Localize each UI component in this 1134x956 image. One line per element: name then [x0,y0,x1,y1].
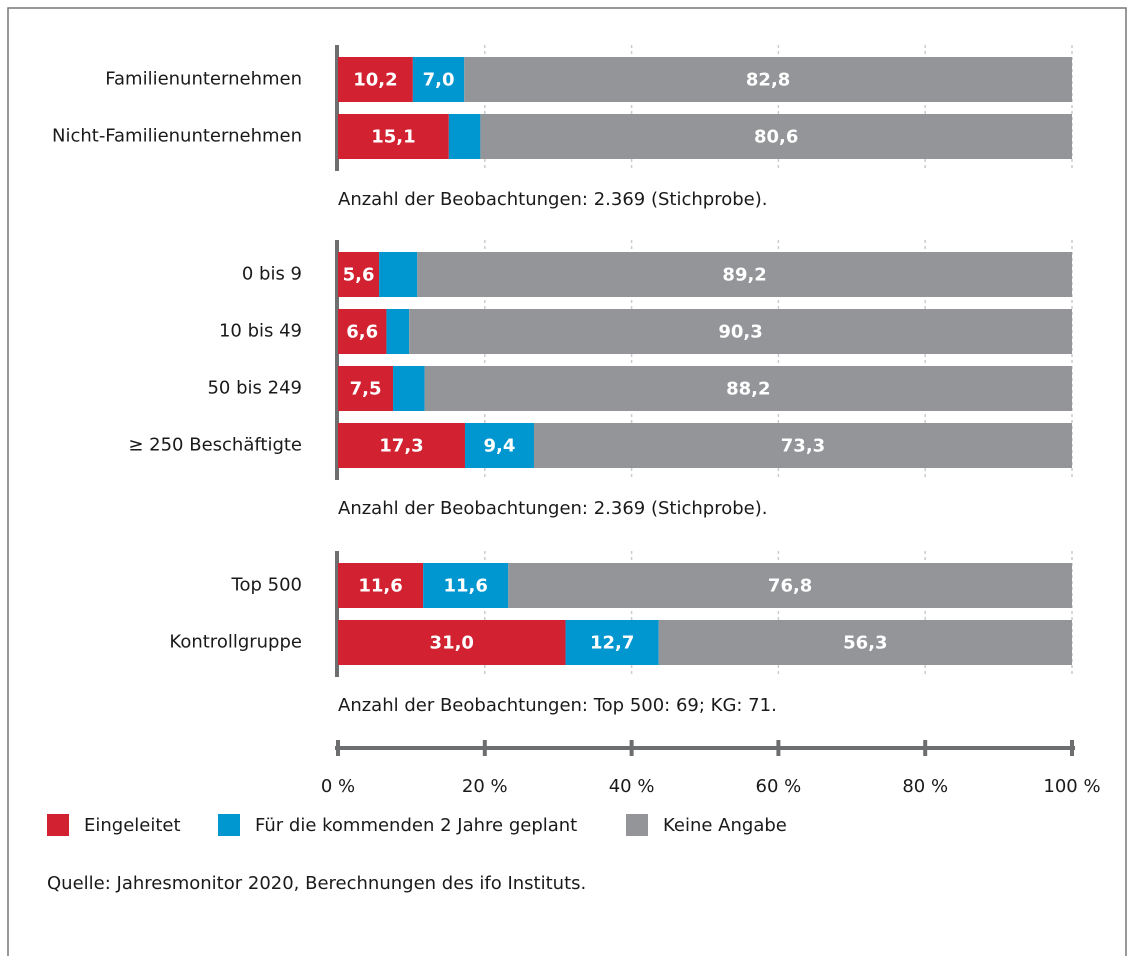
category-label: Kontrollgruppe [169,632,302,653]
bar-segment [338,114,449,159]
value-label: 15,1 [371,127,415,148]
bar-segment [412,57,465,102]
bar-segment [379,252,418,297]
category-label: Nicht-Familienunternehmen [52,126,302,147]
x-tick-label: 20 % [462,776,508,797]
category-label: 0 bis 9 [242,264,302,285]
value-label: 82,8 [746,70,790,91]
legend-label: Keine Angabe [663,815,787,836]
x-tick-label: 0 % [321,776,355,797]
value-label: 9,4 [484,436,516,457]
bar-segment [338,309,387,354]
value-label: 12,7 [590,633,634,654]
value-label: 17,3 [379,436,423,457]
category-label: Familienunternehmen [105,69,302,90]
value-label: 7,5 [350,379,382,400]
value-label: 5,6 [343,265,375,286]
bar-segment [423,563,509,608]
bar-segment [338,620,566,665]
bar-segment [565,620,659,665]
bar-segment [480,114,1072,159]
bar-segment [393,366,425,411]
category-label: ≥ 250 Beschäftigte [128,435,302,456]
panel-note: Anzahl der Beobachtungen: 2.369 (Stichpr… [338,498,767,519]
value-label: 11,6 [444,576,488,597]
category-label: 50 bis 249 [207,378,302,399]
bar-segment [338,563,424,608]
value-label: 10,2 [353,70,397,91]
bar-segment [448,114,481,159]
x-tick-label: 60 % [756,776,802,797]
category-label: Top 500 [231,575,302,596]
value-label: 76,8 [768,576,812,597]
value-label: 6,6 [346,322,378,343]
bar-segment [658,620,1072,665]
value-label: 7,0 [423,70,455,91]
bar-segment [424,366,1072,411]
panel-note: Anzahl der Beobachtungen: Top 500: 69; K… [338,695,777,716]
bar-segment [338,423,465,468]
value-label: 89,2 [722,265,766,286]
legend-label: Eingeleitet [84,815,181,836]
category-label: 10 bis 49 [219,321,302,342]
bar-segment [508,563,1073,608]
bar-segment [338,252,380,297]
value-label: 31,0 [430,633,474,654]
x-tick-label: 40 % [609,776,655,797]
bar-segment [533,423,1072,468]
bar-segment [464,57,1072,102]
bar-segment [417,252,1073,297]
x-tick-label: 100 % [1043,776,1100,797]
value-label: 80,6 [754,127,798,148]
bar-segment [338,57,413,102]
bar-segment [409,309,1072,354]
x-tick-label: 80 % [902,776,948,797]
legend-swatch [218,814,240,836]
bar-segment [338,366,394,411]
bar-segment [464,423,534,468]
value-label: 56,3 [843,633,887,654]
frame [7,7,1127,956]
value-label: 11,6 [358,576,402,597]
value-label: 88,2 [726,379,770,400]
legend-swatch [47,814,69,836]
bar-segment [386,309,410,354]
source: Quelle: Jahresmonitor 2020, Berechnungen… [47,873,586,894]
value-label: 73,3 [781,436,825,457]
legend-swatch [626,814,648,836]
legend-label: Für die kommenden 2 Jahre geplant [255,815,577,836]
panel-note: Anzahl der Beobachtungen: 2.369 (Stichpr… [338,189,767,210]
value-label: 90,3 [718,322,762,343]
